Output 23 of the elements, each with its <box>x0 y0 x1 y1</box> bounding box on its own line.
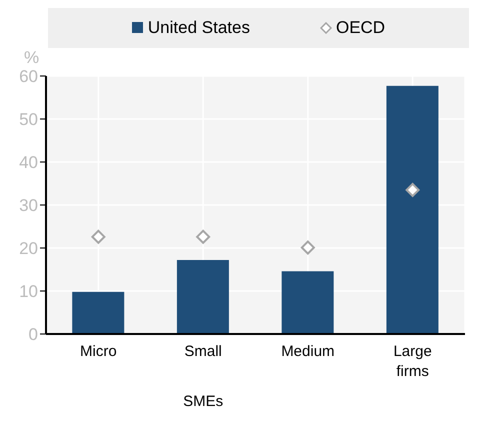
bar <box>72 292 124 334</box>
bar <box>386 86 438 334</box>
bar <box>176 260 229 334</box>
legend-label: United States <box>146 18 250 38</box>
y-tick-label: 60 <box>19 67 38 86</box>
point <box>91 230 106 244</box>
point <box>196 230 210 244</box>
x-tick-label: Large firms <box>393 343 432 380</box>
legend-label: OECD <box>334 18 386 38</box>
y-tick-label: 50 <box>19 110 38 130</box>
x-tick-label: Medium <box>281 343 335 360</box>
y-axis-title: % <box>24 48 40 68</box>
y-tick-label: 0 <box>28 325 38 344</box>
y-tick-label: 40 <box>19 153 38 172</box>
y-tick-label: 20 <box>19 239 38 258</box>
text: SMEs <box>182 393 224 410</box>
bar <box>282 271 334 334</box>
point <box>406 182 420 197</box>
point <box>300 240 315 255</box>
x-tick-label: Micro <box>80 343 117 360</box>
x-tick-label: Small <box>184 343 222 360</box>
y-tick-label: 10 <box>19 282 38 302</box>
y-tick-label: 30 <box>19 196 38 216</box>
